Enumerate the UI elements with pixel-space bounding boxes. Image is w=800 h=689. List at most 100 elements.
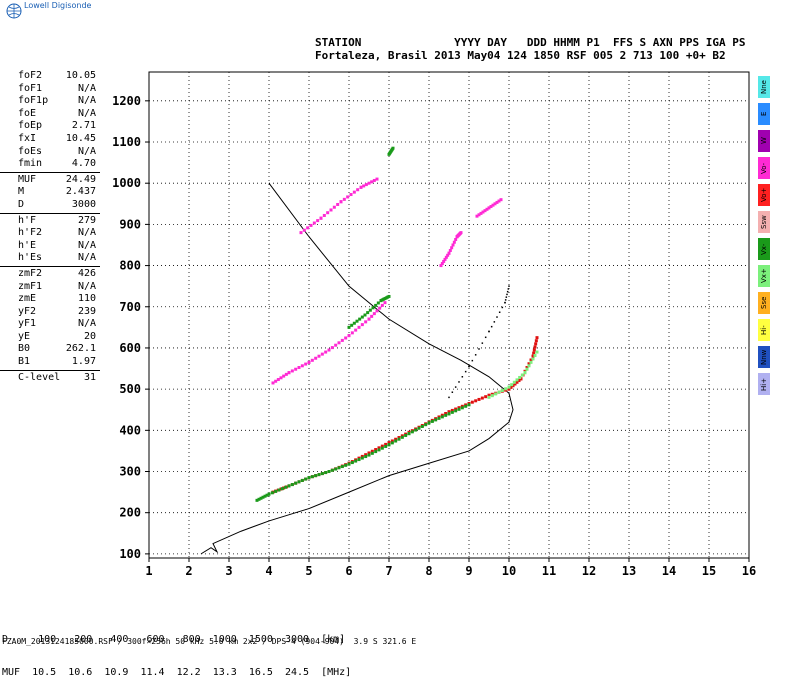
echo-point xyxy=(309,223,313,227)
parameter-table: foF2 10.05 foF1 N/A foF1p N/A foE N/A foEp 2.71 fx… xyxy=(0,70,100,384)
param-row: zmF1 N/A xyxy=(0,281,100,294)
legend-item: Hi- xyxy=(758,319,770,341)
echo-point xyxy=(360,456,364,460)
echo-point xyxy=(367,453,371,457)
param-label: fxI xyxy=(18,132,37,144)
echo-point xyxy=(316,219,320,223)
echo-point xyxy=(478,348,480,350)
param-value: 110 xyxy=(77,293,96,305)
param-label: zmF1 xyxy=(18,280,43,292)
echo-point xyxy=(470,400,474,404)
echo-point xyxy=(330,346,334,350)
echo-point xyxy=(363,313,367,317)
echo-point xyxy=(533,345,537,349)
echo-point xyxy=(397,436,401,440)
muf-frequency-row: MUF 10.5 10.6 10.9 11.4 12.2 13.3 16.5 2… xyxy=(2,667,352,678)
echo-point xyxy=(495,200,499,204)
echo-point xyxy=(360,323,364,327)
echo-point xyxy=(317,473,321,477)
echo-point xyxy=(340,465,344,469)
param-row: D 3000 xyxy=(0,199,100,212)
echo-point xyxy=(525,366,529,370)
echo-point xyxy=(498,311,501,314)
echo-point xyxy=(488,330,490,333)
echo-point xyxy=(523,371,527,375)
echo-point xyxy=(534,339,538,343)
echo-point xyxy=(282,374,286,378)
x-tick-label: 14 xyxy=(662,564,676,578)
x-tick-label: 13 xyxy=(622,564,636,578)
param-row: yE 20 xyxy=(0,331,100,344)
echo-point xyxy=(468,365,470,368)
echo-point xyxy=(464,370,467,373)
echo-point xyxy=(471,359,474,362)
x-tick-label: 5 xyxy=(305,564,312,578)
echo-point xyxy=(506,293,508,296)
param-value: N/A xyxy=(77,107,96,119)
param-value: 2.437 xyxy=(65,186,96,198)
echo-point xyxy=(444,413,448,417)
echo-point xyxy=(330,468,334,472)
echo-point xyxy=(294,367,298,371)
echo-point xyxy=(481,210,485,214)
echo-point xyxy=(474,399,478,403)
param-value: 24.49 xyxy=(65,173,96,185)
param-label: h'F xyxy=(18,214,37,226)
param-value: N/A xyxy=(77,95,96,107)
echo-point xyxy=(346,195,350,199)
param-row: fxI 10.45 xyxy=(0,133,100,146)
echo-point xyxy=(387,441,391,445)
echo-point xyxy=(391,146,395,150)
param-label: h'Es xyxy=(18,252,43,264)
echo-point xyxy=(440,262,444,266)
param-row: foF1p N/A xyxy=(0,95,100,108)
plot-frame xyxy=(148,71,750,559)
echo-point xyxy=(372,178,376,182)
param-value: N/A xyxy=(77,145,96,157)
param-value: N/A xyxy=(77,82,96,94)
echo-point xyxy=(274,489,278,493)
echo-point xyxy=(370,451,374,455)
echo-point xyxy=(327,348,331,352)
echo-point xyxy=(481,342,484,344)
echo-point xyxy=(357,458,361,462)
echo-point xyxy=(504,299,507,301)
echo-point xyxy=(443,257,447,261)
legend-item: Ssw xyxy=(758,211,770,233)
echo-point xyxy=(461,376,464,378)
param-row: zmF2 426 xyxy=(0,268,100,281)
echo-point xyxy=(334,343,338,347)
echo-point xyxy=(302,228,306,232)
echo-point xyxy=(404,433,408,437)
echo-point xyxy=(378,306,382,310)
echo-point xyxy=(290,369,294,373)
echo-point xyxy=(336,202,340,206)
x-tick-label: 4 xyxy=(265,564,272,578)
echo-point xyxy=(448,396,450,399)
y-tick-label: 900 xyxy=(119,217,141,231)
param-separator xyxy=(0,171,100,173)
param-row: B1 1.97 xyxy=(0,356,100,369)
echo-point xyxy=(452,240,456,244)
echo-point xyxy=(515,380,519,384)
echo-point xyxy=(375,177,379,181)
echo-point xyxy=(454,386,457,388)
y-tick-label: 1000 xyxy=(112,176,141,190)
echo-point xyxy=(327,470,331,474)
param-label: zmF2 xyxy=(18,267,43,279)
echo-point xyxy=(304,477,308,481)
echo-point xyxy=(487,393,491,397)
echo-point xyxy=(310,358,314,362)
echo-point xyxy=(364,183,368,187)
param-row: h'F 279 xyxy=(0,215,100,228)
echo-point xyxy=(477,213,481,217)
echo-point xyxy=(332,205,336,209)
echo-point xyxy=(384,442,388,446)
logo-text: Lowell Digisonde xyxy=(24,1,92,10)
echo-point xyxy=(359,185,363,189)
echo-point xyxy=(442,259,446,263)
echo-point xyxy=(427,421,431,425)
echo-point xyxy=(464,404,468,408)
param-value: 426 xyxy=(77,267,96,279)
param-label: foE xyxy=(18,107,37,119)
